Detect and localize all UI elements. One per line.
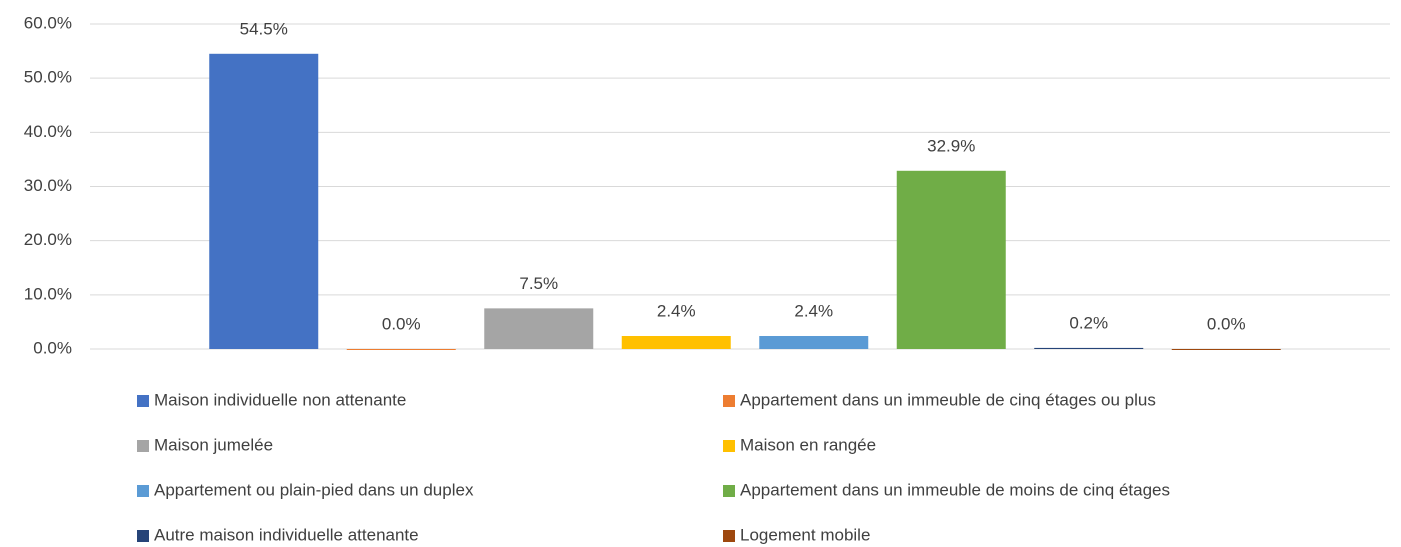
legend-label: Maison jumelée — [154, 435, 273, 454]
data-label: 0.2% — [1069, 313, 1108, 332]
legend-label: Appartement dans un immeuble de moins de… — [740, 480, 1170, 499]
legend-swatch — [137, 440, 149, 452]
legend-swatch — [137, 395, 149, 407]
legend-swatch — [137, 485, 149, 497]
legend-swatch — [723, 530, 735, 542]
bar — [484, 308, 594, 349]
bar — [896, 170, 1006, 349]
y-tick-label: 30.0% — [24, 176, 72, 195]
bar — [346, 349, 456, 350]
data-label: 7.5% — [519, 274, 558, 293]
y-tick-label: 10.0% — [24, 284, 72, 303]
y-tick-label: 50.0% — [24, 68, 72, 87]
y-tick-label: 40.0% — [24, 122, 72, 141]
data-label: 2.4% — [794, 301, 833, 320]
y-tick-label: 0.0% — [33, 338, 72, 357]
legend-swatch — [723, 440, 735, 452]
data-label: 2.4% — [657, 301, 696, 320]
data-label: 32.9% — [927, 136, 975, 155]
data-label: 54.5% — [240, 19, 288, 38]
bar — [1171, 349, 1281, 350]
bar — [1034, 347, 1144, 349]
bar — [621, 336, 731, 349]
bar — [209, 53, 319, 350]
y-tick-label: 20.0% — [24, 230, 72, 249]
data-label: 0.0% — [1207, 314, 1246, 333]
legend-swatch — [723, 395, 735, 407]
data-label: 0.0% — [382, 314, 421, 333]
legend-label: Appartement dans un immeuble de cinq éta… — [740, 390, 1156, 409]
bar — [759, 336, 869, 349]
legend-label: Maison en rangée — [740, 435, 876, 454]
legend-label: Logement mobile — [740, 525, 870, 544]
legend-label: Maison individuelle non attenante — [154, 390, 406, 409]
legend-label: Appartement ou plain-pied dans un duplex — [154, 480, 474, 499]
legend-label: Autre maison individuelle attenante — [154, 525, 419, 544]
y-tick-label: 60.0% — [24, 13, 72, 32]
legend-swatch — [723, 485, 735, 497]
legend-swatch — [137, 530, 149, 542]
